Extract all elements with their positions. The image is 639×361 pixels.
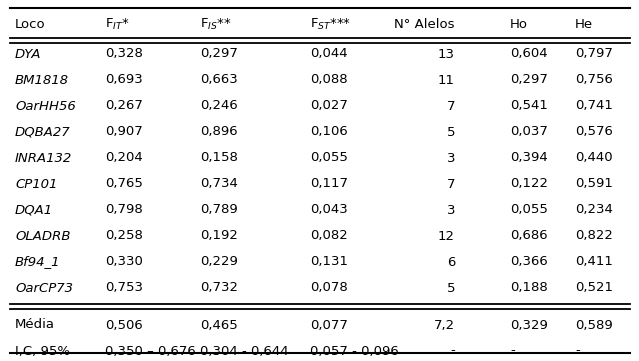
Text: 0,037: 0,037 <box>510 126 548 139</box>
Text: 0,158: 0,158 <box>200 152 238 165</box>
Text: 0,896: 0,896 <box>200 126 238 139</box>
Text: Ho: Ho <box>510 17 528 30</box>
Text: 0,789: 0,789 <box>200 204 238 217</box>
Text: 0,027: 0,027 <box>310 100 348 113</box>
Text: 0,465: 0,465 <box>200 318 238 331</box>
Text: 0,686: 0,686 <box>510 230 548 243</box>
Text: -: - <box>510 344 515 357</box>
Text: DQA1: DQA1 <box>15 204 53 217</box>
Text: 0,350 – 0,676: 0,350 – 0,676 <box>105 344 196 357</box>
Text: 0,741: 0,741 <box>575 100 613 113</box>
Text: 11: 11 <box>438 74 455 87</box>
Text: 0,576: 0,576 <box>575 126 613 139</box>
Text: 0,506: 0,506 <box>105 318 142 331</box>
Text: 0,394: 0,394 <box>510 152 548 165</box>
Text: 0,055: 0,055 <box>510 204 548 217</box>
Text: 6: 6 <box>447 256 455 269</box>
Text: 0,734: 0,734 <box>200 178 238 191</box>
Text: 0,297: 0,297 <box>200 48 238 61</box>
Text: DYA: DYA <box>15 48 42 61</box>
Text: F$_{ST}$***: F$_{ST}$*** <box>310 17 351 31</box>
Text: 0,732: 0,732 <box>200 282 238 295</box>
Text: 0,822: 0,822 <box>575 230 613 243</box>
Text: N° Alelos: N° Alelos <box>394 17 455 30</box>
Text: CP101: CP101 <box>15 178 58 191</box>
Text: 13: 13 <box>438 48 455 61</box>
Text: Bf94_1: Bf94_1 <box>15 256 61 269</box>
Text: 0,055: 0,055 <box>310 152 348 165</box>
Text: 5: 5 <box>447 126 455 139</box>
Text: 0,663: 0,663 <box>200 74 238 87</box>
Text: 0,328: 0,328 <box>105 48 143 61</box>
Text: 0,188: 0,188 <box>510 282 548 295</box>
Text: 0,798: 0,798 <box>105 204 142 217</box>
Text: 0,258: 0,258 <box>105 230 143 243</box>
Text: 0,078: 0,078 <box>310 282 348 295</box>
Text: 0,077: 0,077 <box>310 318 348 331</box>
Text: DQBA27: DQBA27 <box>15 126 71 139</box>
Text: OarHH56: OarHH56 <box>15 100 76 113</box>
Text: 0,122: 0,122 <box>510 178 548 191</box>
Text: He: He <box>575 17 593 30</box>
Text: 7: 7 <box>447 100 455 113</box>
Text: 0,591: 0,591 <box>575 178 613 191</box>
Text: 0,267: 0,267 <box>105 100 143 113</box>
Text: 0,131: 0,131 <box>310 256 348 269</box>
Text: 0,246: 0,246 <box>200 100 238 113</box>
Text: 12: 12 <box>438 230 455 243</box>
Text: 0,756: 0,756 <box>575 74 613 87</box>
Text: BM1818: BM1818 <box>15 74 69 87</box>
Text: 0,329: 0,329 <box>510 318 548 331</box>
Text: 0,117: 0,117 <box>310 178 348 191</box>
Text: 0,521: 0,521 <box>575 282 613 295</box>
Text: 0,765: 0,765 <box>105 178 143 191</box>
Text: OLADRB: OLADRB <box>15 230 70 243</box>
Text: INRA132: INRA132 <box>15 152 72 165</box>
Text: 0,604: 0,604 <box>510 48 548 61</box>
Text: -: - <box>450 344 455 357</box>
Text: 0,753: 0,753 <box>105 282 143 295</box>
Text: 5: 5 <box>447 282 455 295</box>
Text: 0,297: 0,297 <box>510 74 548 87</box>
Text: 0,589: 0,589 <box>575 318 613 331</box>
Text: 0,043: 0,043 <box>310 204 348 217</box>
Text: 0,106: 0,106 <box>310 126 348 139</box>
Text: 0,411: 0,411 <box>575 256 613 269</box>
Text: 3: 3 <box>447 152 455 165</box>
Text: 3: 3 <box>447 204 455 217</box>
Text: 0,541: 0,541 <box>510 100 548 113</box>
Text: 0,044: 0,044 <box>310 48 348 61</box>
Text: 7,2: 7,2 <box>434 318 455 331</box>
Text: 0,204: 0,204 <box>105 152 142 165</box>
Text: 7: 7 <box>447 178 455 191</box>
Text: 0,088: 0,088 <box>310 74 348 87</box>
Text: 0,304 - 0,644: 0,304 - 0,644 <box>200 344 289 357</box>
Text: Média: Média <box>15 318 55 331</box>
Text: 0,907: 0,907 <box>105 126 142 139</box>
Text: I,C, 95%: I,C, 95% <box>15 344 70 357</box>
Text: OarCP73: OarCP73 <box>15 282 73 295</box>
Text: F$_{IT}$*: F$_{IT}$* <box>105 17 130 31</box>
Text: -: - <box>575 344 580 357</box>
Text: 0,693: 0,693 <box>105 74 142 87</box>
Text: 0,192: 0,192 <box>200 230 238 243</box>
Text: 0,234: 0,234 <box>575 204 613 217</box>
Text: F$_{IS}$**: F$_{IS}$** <box>200 17 232 31</box>
Text: Loco: Loco <box>15 17 45 30</box>
Text: 0,330: 0,330 <box>105 256 143 269</box>
Text: 0,366: 0,366 <box>510 256 548 269</box>
Text: 0,797: 0,797 <box>575 48 613 61</box>
Text: 0,082: 0,082 <box>310 230 348 243</box>
Text: 0,057 - 0,096: 0,057 - 0,096 <box>310 344 399 357</box>
Text: 0,440: 0,440 <box>575 152 613 165</box>
Text: 0,229: 0,229 <box>200 256 238 269</box>
